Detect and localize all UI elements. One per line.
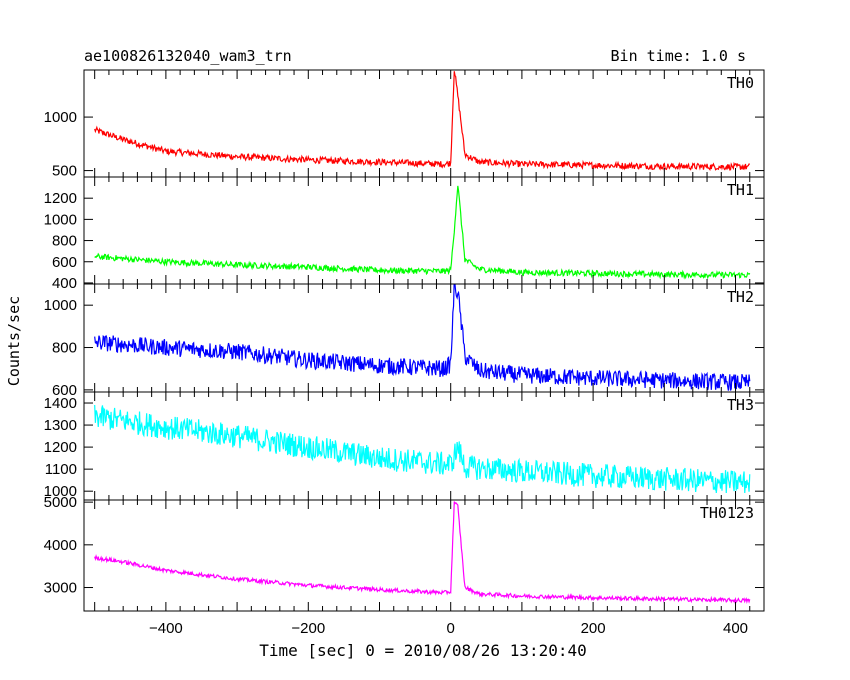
- panel-th1: 400 600 800 1000 1200 TH1: [44, 176, 765, 292]
- y-tick-label: 1400: [44, 395, 77, 412]
- y-tick-label: 3000: [44, 580, 77, 597]
- chart-title: ae100826132040_wam3_trn: [84, 47, 292, 65]
- y-tick-label: 600: [52, 254, 77, 271]
- panel-label: TH1: [727, 181, 754, 199]
- y-tick-label: 1200: [44, 190, 77, 207]
- y-tick-label: 1000: [44, 109, 77, 126]
- y-tick-label: 1200: [44, 439, 77, 456]
- panel-th0123: 3000 4000 5000 TH0123: [44, 494, 765, 612]
- x-tick-label: −400: [149, 620, 183, 637]
- y-tick-label: 800: [52, 340, 77, 357]
- panel-label: TH3: [727, 396, 754, 414]
- panel-label: TH2: [727, 288, 754, 306]
- x-axis-label: Time [sec] 0 = 2010/08/26 13:20:40: [259, 641, 587, 660]
- panel-frame: [83, 499, 765, 612]
- y-tick-label: 1000: [44, 297, 77, 314]
- panel-frame: [83, 176, 765, 285]
- x-tick-label: 200: [581, 620, 606, 637]
- x-tick-label: 400: [723, 620, 748, 637]
- y-tick-label: 1300: [44, 417, 77, 434]
- panels-group: 500 1000 TH0 400 600 800 1000 1200 TH1 600 800 1000…: [44, 69, 765, 612]
- panel-th3: 1000 1100 1200 1300 1400 TH3: [44, 391, 765, 501]
- y-axis-label: Counts/sec: [5, 296, 23, 386]
- y-tick-label: 400: [52, 275, 77, 292]
- panel-th2: 600 800 1000 TH2: [44, 283, 765, 399]
- y-tick-label: 1000: [44, 211, 77, 228]
- light-curve-th2: [94, 284, 751, 391]
- x-tick-label: 0: [447, 620, 455, 637]
- light-curve-th1: [94, 185, 751, 280]
- y-tick-label: 1100: [45, 461, 77, 478]
- bin-time-label: Bin time: 1.0 s: [611, 47, 746, 65]
- light-curve-th3: [94, 404, 751, 494]
- panel-label: TH0123: [700, 504, 754, 522]
- y-tick-label: 500: [52, 163, 77, 180]
- y-tick-label: 4000: [44, 537, 77, 554]
- light-curve-th0123: [94, 501, 751, 605]
- panel-th0: 500 1000 TH0: [44, 69, 765, 180]
- panel-frame: [83, 69, 765, 178]
- y-tick-label: 5000: [44, 494, 77, 511]
- y-tick-label: 800: [52, 233, 77, 250]
- x-tick-label: −200: [291, 620, 325, 637]
- panel-frame: [83, 283, 765, 393]
- panel-label: TH0: [727, 74, 754, 92]
- y-tick-label: 600: [52, 382, 77, 399]
- light-curve-th0: [94, 71, 750, 171]
- x-axis: −400 −200 0 200 400: [149, 620, 748, 637]
- y-tick-label: 1000: [44, 483, 77, 500]
